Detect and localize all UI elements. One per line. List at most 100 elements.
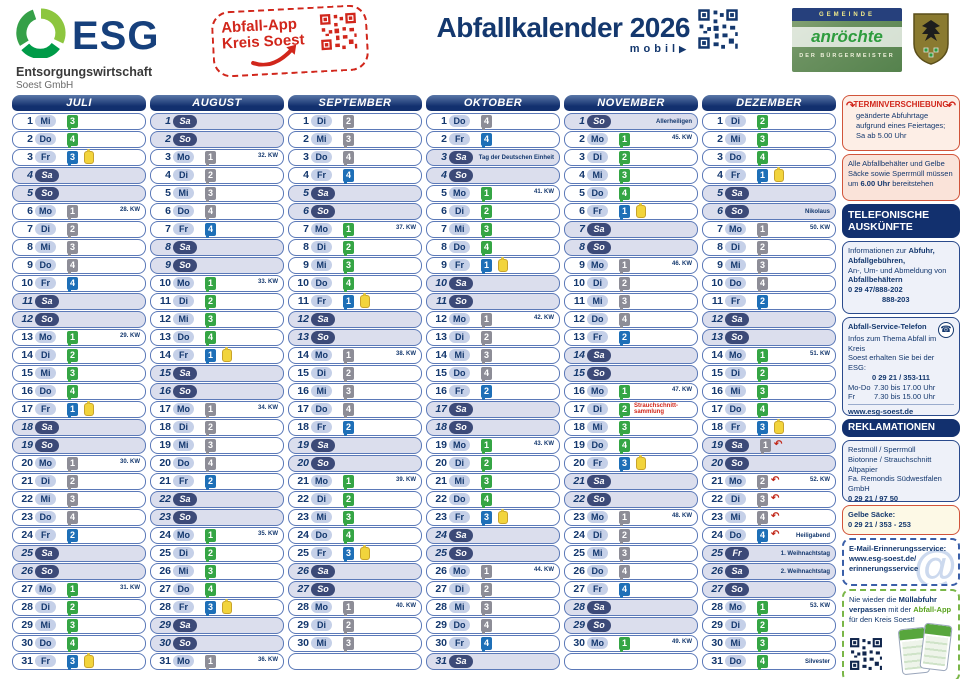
email-service-link[interactable]: www.esg-soest.de/erinnerungsservice xyxy=(849,553,919,573)
weekday-label: Mo xyxy=(587,511,608,524)
ready-time-box: Alle Abfallbehälter und Gelbe Säcke sowi… xyxy=(842,154,960,201)
day-row: 2 Mi 3 xyxy=(702,131,836,148)
day-row: 27 Do 4 xyxy=(150,581,284,598)
day-row: 4 Mi 3 xyxy=(564,167,698,184)
esg-website-link[interactable]: www.esg-soest.de xyxy=(848,407,914,416)
day-number: 25 xyxy=(435,547,447,559)
day-number: 31 xyxy=(159,655,171,667)
day-number: 14 xyxy=(159,349,171,361)
day-number: 4 xyxy=(441,169,447,181)
day-number: 12 xyxy=(297,313,309,325)
weekday-label: Di xyxy=(311,115,332,128)
weekday-label: Fr xyxy=(587,583,608,596)
day-row: 19 Do 4 xyxy=(564,437,698,454)
weekday-label: Do xyxy=(173,205,194,218)
day-number: 14 xyxy=(711,349,723,361)
weekday-label: Di xyxy=(173,547,194,560)
empty-row xyxy=(288,653,422,670)
day-number: 24 xyxy=(21,529,33,541)
day-number: 19 xyxy=(21,439,33,451)
day-number: 9 xyxy=(579,259,585,271)
day-row: 8 Di 2 xyxy=(702,239,836,256)
day-number: 19 xyxy=(159,439,171,451)
weekday-label: Mi xyxy=(587,547,608,560)
weekday-label: Di xyxy=(587,151,608,164)
weekday-label: So xyxy=(35,564,59,578)
weekday-label: Fr xyxy=(35,403,56,416)
collection-badge-paper: 4 xyxy=(619,582,630,598)
shift-arrow-right-icon: ↶ xyxy=(946,100,956,112)
day-number: 5 xyxy=(303,187,309,199)
weekday-label: Di xyxy=(725,241,746,254)
weekday-label: Mi xyxy=(173,187,194,200)
day-number: 6 xyxy=(165,205,171,217)
day-number: 9 xyxy=(717,259,723,271)
day-row: 7 Di 2 xyxy=(12,221,146,238)
collection-badge-bio: 4 xyxy=(205,582,216,598)
day-row: 17 Fr 1 xyxy=(12,400,146,418)
day-row: 14 Fr 1 xyxy=(150,346,284,364)
weekday-label: Mi xyxy=(449,223,470,236)
month-header: OKTOBER xyxy=(426,95,560,111)
abfall-app-badge: Abfall-App Kreis Soest xyxy=(210,3,370,79)
day-number: 22 xyxy=(435,493,447,505)
weekday-label: Sa xyxy=(173,492,197,506)
collection-badge-bio: 1 xyxy=(67,582,78,598)
weekday-label: Fr xyxy=(311,295,332,308)
day-number: 13 xyxy=(159,331,171,343)
collection-badge-bio: 1 xyxy=(757,348,768,364)
collection-badge-bio: 4 xyxy=(757,654,768,670)
weekday-label: Fr xyxy=(173,601,194,614)
collection-badge-rest: 1 xyxy=(481,312,492,328)
title-qr-code xyxy=(697,8,739,55)
day-number: 23 xyxy=(711,511,723,523)
collection-badge-bio: 1 xyxy=(619,384,630,400)
week-number: 48. KW xyxy=(671,513,692,519)
weekday-label: Do xyxy=(35,511,56,524)
weekday-label: Mi xyxy=(587,421,608,434)
weekday-label: Do xyxy=(35,259,56,272)
collection-badge-rest: 3 xyxy=(757,258,768,274)
week-number: 35. KW xyxy=(257,531,278,537)
day-row: 3 Di 2 xyxy=(564,149,698,166)
day-row: 16 So xyxy=(150,383,284,400)
day-number: 18 xyxy=(435,421,447,433)
weekday-label: Mo xyxy=(449,565,470,578)
collection-badge-rest: 1 xyxy=(343,600,354,616)
day-number: 5 xyxy=(27,187,33,199)
weekday-label: Sa xyxy=(449,528,473,542)
telefon-info-box: Informationen zur Abfuhr, Abfallgebühren… xyxy=(842,241,960,314)
yellow-sack-icon xyxy=(84,652,94,668)
weekday-label: Sa xyxy=(173,618,197,632)
collection-badge-rest: 3 xyxy=(757,492,768,508)
day-note: Silvester xyxy=(804,658,830,665)
day-row: 26 Mi 3 xyxy=(150,563,284,580)
day-number: 20 xyxy=(573,457,585,469)
day-number: 24 xyxy=(297,529,309,541)
day-number: 1 xyxy=(441,115,447,127)
collection-badge-bio: 1 xyxy=(481,186,492,202)
day-row: 16 Mi 3 xyxy=(702,383,836,400)
title-block: Abfallkalender 2026 mobil▶ xyxy=(430,14,690,56)
collection-badge-bio: 4 xyxy=(757,402,768,418)
ready-line-2: Säcke sowie Sperrmüll müssen xyxy=(848,168,953,178)
weekday-label: Sa xyxy=(449,654,473,668)
collection-badge-bio: 2 xyxy=(343,492,354,508)
week-number: 33. KW xyxy=(257,279,278,285)
day-number: 16 xyxy=(297,385,309,397)
day-number: 11 xyxy=(297,295,309,307)
yellow-sack-icon xyxy=(636,454,646,470)
collection-badge-bio: 3 xyxy=(343,510,354,526)
weekday-label: So xyxy=(173,510,197,524)
day-row: 19 Sa 1 ↶ xyxy=(702,437,836,454)
day-row: 16 Mo 1 47. KW xyxy=(564,383,698,400)
collection-badge-paper: 1 xyxy=(619,204,630,220)
day-row: 6 So xyxy=(288,203,422,220)
day-number: 7 xyxy=(27,223,33,235)
day-row: 22 So xyxy=(564,491,698,508)
day-row: 1 So Allerheiligen xyxy=(564,113,698,130)
day-row: 28 Mo 1 53. KW xyxy=(702,599,836,616)
day-number: 26 xyxy=(435,565,447,577)
collection-badge-bio: 3 xyxy=(481,474,492,490)
weekday-label: Fr xyxy=(173,349,194,362)
